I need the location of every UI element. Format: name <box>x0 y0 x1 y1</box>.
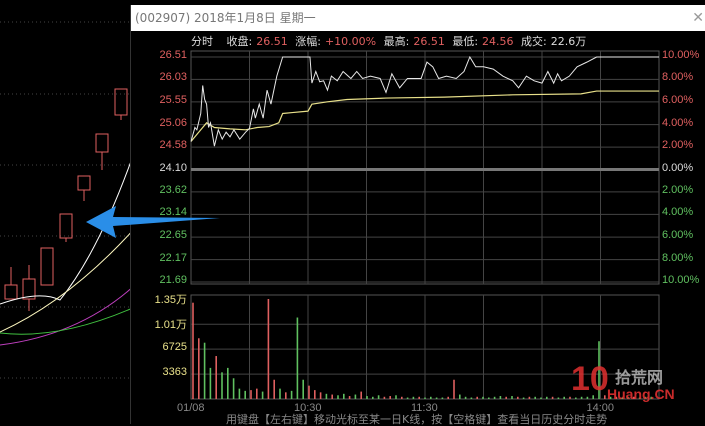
change-value: +10.00% <box>324 35 377 48</box>
price-tick: 23.14 <box>159 206 187 219</box>
volume-value: 22.6万 <box>550 35 587 48</box>
volume-tick: 3363 <box>162 366 187 379</box>
change-label: 涨幅: <box>295 35 321 48</box>
watermark-logo: 10 拾荒网 Huang.CN <box>571 360 675 402</box>
price-tick: 24.58 <box>159 139 187 152</box>
volume-tick: 1.01万 <box>154 319 187 332</box>
pct-tick: 2.00% <box>662 183 694 196</box>
pct-tick: 4.00% <box>662 206 694 219</box>
price-tick: 22.65 <box>159 229 187 242</box>
close-label: 收盘: <box>226 35 253 48</box>
volume-label: 成交: <box>521 35 547 48</box>
kline-candles <box>4 88 128 311</box>
price-tick: 25.06 <box>159 116 187 129</box>
price-tick: 23.62 <box>159 183 187 196</box>
pct-tick: 0.00% <box>662 161 694 174</box>
high-label: 最高: <box>383 35 410 48</box>
pct-tick: 8.00% <box>662 251 694 264</box>
price-tick: 21.69 <box>159 274 187 286</box>
high-value: 26.51 <box>413 35 445 48</box>
popup-title: (002907) 2018年1月8日 星期一 <box>135 11 316 25</box>
pct-tick: 6.00% <box>662 229 694 242</box>
average-price-line <box>190 90 659 142</box>
volume-tick: 6725 <box>162 341 187 354</box>
intraday-popup: (002907) 2018年1月8日 星期一 ✕ 分时 收盘: 26.51 涨幅:… <box>130 5 705 426</box>
price-tick: 26.51 <box>159 49 187 61</box>
pct-tick: 2.00% <box>662 139 694 152</box>
pct-tick: 4.00% <box>662 116 694 129</box>
time-tick: 10:30 <box>294 402 322 414</box>
low-label: 最低: <box>452 35 479 48</box>
intraday-chart[interactable] <box>131 5 705 424</box>
low-value: 24.56 <box>482 35 514 48</box>
pointer-arrow-icon <box>86 206 220 238</box>
price-tick: 22.17 <box>159 251 187 264</box>
time-tick: 11:30 <box>411 402 438 414</box>
ma5-line <box>0 149 135 305</box>
mode-label: 分时 <box>191 35 213 48</box>
pct-tick: 6.00% <box>662 93 694 106</box>
price-tick: 25.55 <box>159 93 187 106</box>
info-bar: 分时 收盘: 26.51 涨幅: +10.00% 最高: 26.51 最低: 24.56… <box>191 35 691 49</box>
pct-tick: 8.00% <box>662 71 694 84</box>
time-tick: 01/08 <box>177 402 205 414</box>
price-line <box>190 55 659 147</box>
close-value: 26.51 <box>256 35 288 48</box>
hint-text: 用键盘【左右键】移动光标至某一日K线，按【空格键】查看当日历史分时走势 <box>226 413 608 426</box>
price-tick: 24.10 <box>159 161 187 174</box>
time-tick: 14:00 <box>586 402 615 414</box>
close-icon[interactable]: ✕ <box>692 10 704 26</box>
volume-tick: 1.35万 <box>154 294 187 306</box>
pct-tick: 10.00% <box>662 49 700 61</box>
price-tick: 26.03 <box>159 71 187 84</box>
ma10-line <box>0 227 135 333</box>
ma30-line <box>0 306 135 335</box>
pct-tick: 10.00% <box>662 274 700 286</box>
popup-title-bar: (002907) 2018年1月8日 星期一 ✕ <box>131 5 705 31</box>
ma20-line <box>0 284 135 346</box>
